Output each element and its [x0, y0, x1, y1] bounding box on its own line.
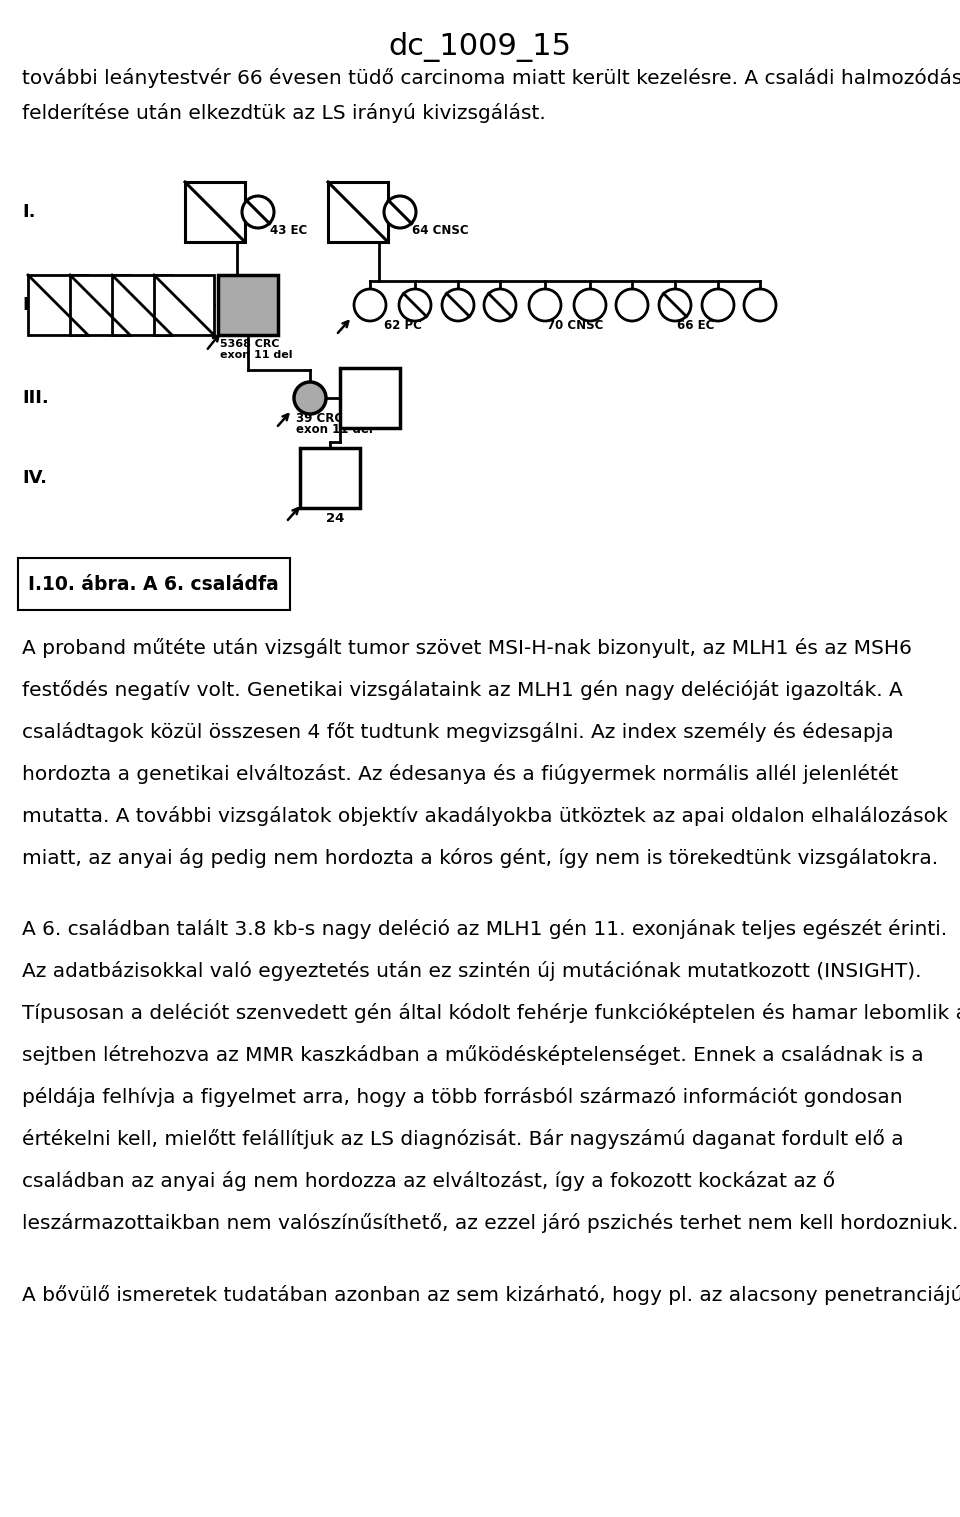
Text: leszármazottaikban nem valószínűsíthető, az ezzel járó pszichés terhet nem kell : leszármazottaikban nem valószínűsíthető,… [22, 1214, 958, 1233]
Circle shape [384, 196, 416, 228]
Text: miatt, az anyai ág pedig nem hordozta a kóros gént, így nem is törekedtünk vizsg: miatt, az anyai ág pedig nem hordozta a … [22, 848, 938, 868]
Text: sejtben létrehozva az MMR kaszkádban a működésképtelenséget. Ennek a családnak i: sejtben létrehozva az MMR kaszkádban a m… [22, 1045, 924, 1065]
Text: hordozta a genetikai elváltozást. Az édesanya és a fiúgyermek normális allél jel: hordozta a genetikai elváltozást. Az éde… [22, 765, 899, 784]
Bar [18, 558, 290, 610]
Text: festődés negatív volt. Genetikai vizsgálataink az MLH1 gén nagy delécióját igazo: festődés negatív volt. Genetikai vizsgál… [22, 680, 902, 699]
Text: 5368 CRC: 5368 CRC [220, 338, 279, 349]
Text: 39 CRC: 39 CRC [296, 413, 343, 425]
Text: exon 11 del: exon 11 del [296, 423, 372, 435]
Bar [70, 275, 130, 335]
Circle shape [442, 290, 474, 322]
Text: exon 11 del: exon 11 del [220, 350, 293, 360]
Text: Típusosan a deléciót szenvedett gén által kódolt fehérje funkcióképtelen és hama: Típusosan a deléciót szenvedett gén álta… [22, 1003, 960, 1024]
Circle shape [294, 382, 326, 414]
Circle shape [484, 290, 516, 322]
Circle shape [616, 290, 648, 322]
Text: I.: I. [22, 203, 36, 221]
Bar [300, 448, 360, 508]
Circle shape [354, 290, 386, 322]
Text: dc_1009_15: dc_1009_15 [389, 32, 571, 62]
Bar [185, 182, 245, 243]
Text: IV.: IV. [22, 469, 47, 487]
Bar [154, 275, 214, 335]
Circle shape [702, 290, 734, 322]
Text: további leánytestvér 66 évesen tüdő carcinoma miatt került kezelésre. A családi : további leánytestvér 66 évesen tüdő carc… [22, 68, 960, 88]
Text: A 6. családban talált 3.8 kb-s nagy deléció az MLH1 gén 11. exonjának teljes egé: A 6. családban talált 3.8 kb-s nagy delé… [22, 919, 948, 939]
Text: 66 EC: 66 EC [677, 319, 714, 332]
Text: példája felhívja a figyelmet arra, hogy a több forrásból származó információt go: példája felhívja a figyelmet arra, hogy … [22, 1088, 902, 1107]
Text: értékelni kell, mielőtt felállítjuk az LS diagnózisát. Bár nagyszámú daganat for: értékelni kell, mielőtt felállítjuk az L… [22, 1129, 903, 1150]
Text: A bővülő ismeretek tudatában azonban az sem kizárható, hogy pl. az alacsony pene: A bővülő ismeretek tudatában azonban az … [22, 1285, 960, 1305]
Bar [328, 182, 388, 243]
Text: 64 CNSC: 64 CNSC [412, 225, 468, 237]
Circle shape [529, 290, 561, 322]
Circle shape [242, 196, 274, 228]
Text: II.: II. [22, 296, 42, 314]
Text: családtagok közül összesen 4 főt tudtunk megvizsgálni. Az index személy és édesa: családtagok közül összesen 4 főt tudtunk… [22, 722, 894, 742]
Bar [28, 275, 88, 335]
Text: 62 PC: 62 PC [384, 319, 421, 332]
Text: 70 CNSC: 70 CNSC [547, 319, 604, 332]
Circle shape [574, 290, 606, 322]
Text: felderítése után elkezdtük az LS irányú kivizsgálást.: felderítése után elkezdtük az LS irányú … [22, 103, 545, 123]
Text: családban az anyai ág nem hordozza az elváltozást, így a fokozott kockázat az ő: családban az anyai ág nem hordozza az el… [22, 1171, 835, 1191]
Text: mutatta. A további vizsgálatok objektív akadályokba ütköztek az apai oldalon elh: mutatta. A további vizsgálatok objektív … [22, 806, 948, 825]
Text: III.: III. [22, 388, 49, 407]
Bar [340, 369, 400, 428]
Text: I.10. ábra. A 6. családfa: I.10. ábra. A 6. családfa [28, 575, 278, 593]
Circle shape [744, 290, 776, 322]
Bar [218, 275, 278, 335]
Text: A proband műtéte után vizsgált tumor szövet MSI-H-nak bizonyult, az MLH1 és az M: A proband műtéte után vizsgált tumor szö… [22, 639, 912, 658]
Text: 24: 24 [326, 513, 345, 525]
Text: 43 EC: 43 EC [270, 225, 307, 237]
Bar [112, 275, 172, 335]
Circle shape [399, 290, 431, 322]
Text: Az adatbázisokkal való egyeztetés után ez szintén új mutációnak mutatkozott (INS: Az adatbázisokkal való egyeztetés után e… [22, 962, 922, 981]
Circle shape [659, 290, 691, 322]
